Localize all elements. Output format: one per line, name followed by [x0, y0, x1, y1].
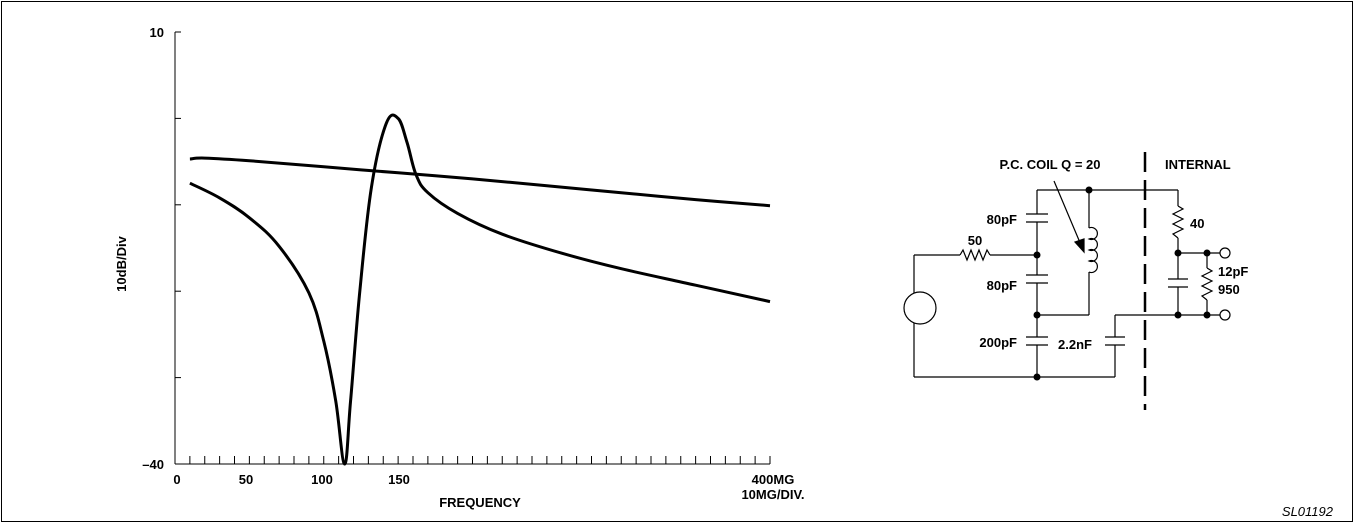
- y-tick-label-bottom: –40: [142, 457, 164, 472]
- resistor-40: [1171, 205, 1185, 239]
- x-end-label: 400MG: [752, 472, 795, 487]
- x-tick-label-50: 50: [239, 472, 253, 487]
- y-axis-ticks: [175, 31, 181, 465]
- chart-axes: [174, 32, 770, 465]
- x-tick-label-0: 0: [173, 472, 180, 487]
- coil-label-arrowhead: [1073, 238, 1085, 254]
- coil-label: P.C. COIL Q = 20: [999, 157, 1100, 172]
- schematic-junctions: [1033, 186, 1211, 381]
- cap-top-label: 80pF: [987, 212, 1017, 227]
- junction-r40: [1174, 249, 1182, 257]
- junction-c12-bottom: [1174, 311, 1182, 319]
- junction-top: [1085, 186, 1093, 194]
- res-top-label: 40: [1190, 216, 1204, 231]
- cap-mid-label: 80pF: [987, 278, 1017, 293]
- chart-series: [189, 113, 771, 466]
- x-axis-title: FREQUENCY: [439, 495, 521, 510]
- output-terminal-bottom: [1219, 309, 1231, 321]
- output-terminal-top: [1219, 247, 1231, 259]
- coil-label-arrow: [1053, 180, 1082, 246]
- x-tick-label-150: 150: [388, 472, 410, 487]
- junction-coil-return: [1033, 311, 1041, 319]
- junction-bottom: [1033, 373, 1041, 381]
- x-div-label: 10MG/DIV.: [741, 487, 804, 502]
- coil-inductor: [1087, 226, 1098, 274]
- cap-internal-label: 12pF: [1218, 264, 1248, 279]
- junction-source: [1033, 251, 1041, 259]
- x-tick-label-100: 100: [311, 472, 333, 487]
- x-axis-ticks: [189, 456, 771, 464]
- resistor-950: [1200, 267, 1214, 301]
- internal-label: INTERNAL: [1165, 157, 1231, 172]
- cap-bottom-label: 200pF: [979, 335, 1017, 350]
- cap-series-label: 2.2nF: [1058, 337, 1092, 352]
- y-axis-title: 10dB/Div: [114, 235, 129, 291]
- res-source-label: 50: [968, 233, 982, 248]
- resistor-50: [959, 248, 991, 262]
- schematic: [903, 152, 1231, 410]
- voltage-source: [903, 291, 937, 325]
- series-line-2: [189, 113, 771, 466]
- y-tick-label-top: 10: [150, 25, 164, 40]
- junction-r950-bottom: [1203, 311, 1211, 319]
- series-line-1: [189, 156, 771, 208]
- figure-ref: SL01192: [1282, 504, 1334, 519]
- junction-r950-top: [1203, 249, 1211, 257]
- res-internal-label: 950: [1218, 282, 1240, 297]
